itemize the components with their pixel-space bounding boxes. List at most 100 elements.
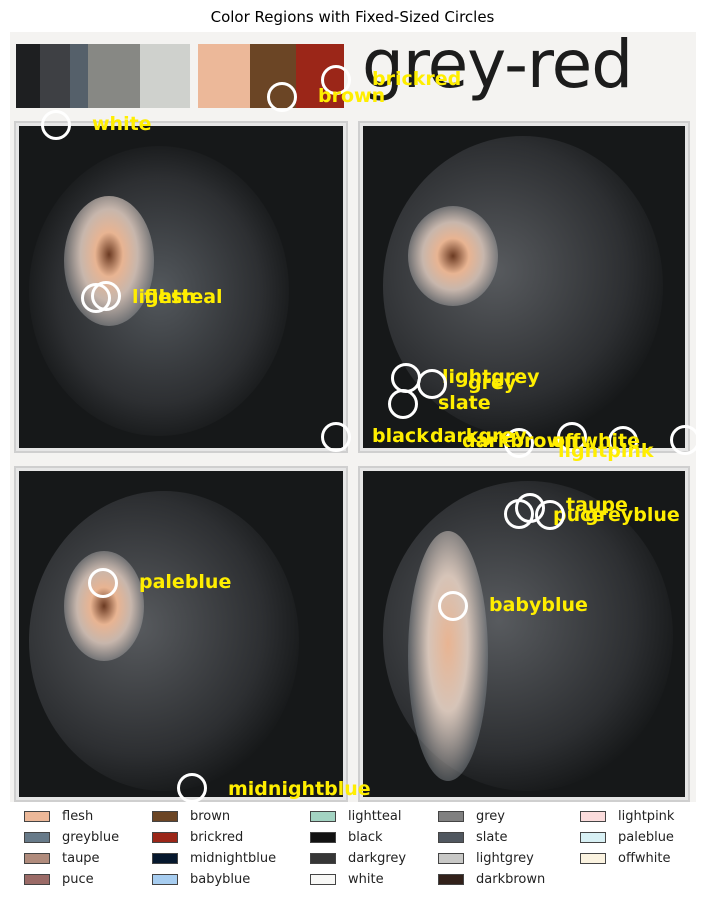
annotation-label-brickred: brickred — [372, 68, 462, 90]
legend-label: puce — [62, 871, 94, 887]
legend-swatch — [310, 873, 336, 885]
legend-item-paleblue: paleblue — [580, 827, 674, 847]
legend-swatch — [152, 810, 178, 822]
image-plot: grey-red brickred brown white lightteal fles… — [10, 32, 696, 802]
legend-swatch — [152, 852, 178, 864]
legend-item-puce: puce — [24, 869, 94, 889]
legend-swatch — [310, 810, 336, 822]
legend-item-black: black — [310, 827, 383, 847]
legend-swatch — [438, 831, 464, 843]
annotation-label-slate: slate — [438, 392, 491, 414]
legend-swatch — [580, 810, 606, 822]
legend-item-white: white — [310, 869, 384, 889]
legend-label: flesh — [62, 808, 94, 824]
legend-swatch — [438, 852, 464, 864]
figure-title: Color Regions with Fixed-Sized Circles — [210, 8, 495, 26]
legend-label: lightpink — [618, 808, 675, 824]
legend-item-darkgrey: darkgrey — [310, 848, 406, 868]
palette-swatch — [16, 44, 40, 108]
annotation-label-taupe: taupe — [566, 494, 628, 516]
annotation-label-offwhite: offwhite — [552, 430, 641, 452]
legend-label: brickred — [190, 829, 244, 845]
legend-item-offwhite: offwhite — [580, 848, 671, 868]
legend-label: grey — [476, 808, 506, 824]
annotation-circle-white — [41, 110, 71, 140]
annotation-circle-brickred — [321, 65, 351, 95]
legend-label: midnightblue — [190, 850, 277, 866]
annotation-label-brown: brown — [318, 85, 386, 107]
legend-item-babyblue: babyblue — [152, 869, 250, 889]
annotation-circle-slate — [388, 389, 418, 419]
legend-item-flesh: flesh — [24, 806, 93, 826]
legend-swatch — [24, 852, 50, 864]
legend-swatch — [580, 852, 606, 864]
heat-blob-outer — [29, 491, 299, 791]
palette-swatch — [140, 44, 190, 108]
legend-swatch — [152, 831, 178, 843]
legend-label: taupe — [62, 850, 100, 866]
palette-swatch — [88, 44, 140, 108]
annotation-label-black: black — [372, 425, 429, 447]
legend-swatch — [152, 873, 178, 885]
legend-label: darkbrown — [476, 871, 546, 887]
legend-item-taupe: taupe — [24, 848, 100, 868]
annotation-label-puce: puce — [553, 504, 605, 526]
legend-label: babyblue — [190, 871, 251, 887]
annotation-label-flesh: flesh — [144, 286, 196, 308]
annotation-circle-black — [321, 422, 351, 452]
annotation-label-grey: grey — [468, 372, 517, 394]
annotation-circle-brown — [267, 82, 297, 112]
palette-swatch — [40, 44, 70, 108]
heat-blob-core — [408, 531, 488, 781]
annotation-label-lightgrey: lightgrey — [442, 366, 540, 388]
panel-bottom-left — [16, 468, 346, 800]
annotation-label-darkbrown: darkbrown — [462, 430, 578, 452]
legend-item-grey: grey — [438, 806, 505, 826]
legend-swatch — [24, 873, 50, 885]
legend-label: lightteal — [348, 808, 402, 824]
annotation-circle-puce — [504, 499, 534, 529]
legend-label: brown — [190, 808, 231, 824]
legend-item-lightteal: lightteal — [310, 806, 402, 826]
annotation-label-darkgrey: darkgrey — [430, 425, 527, 447]
annotation-label-paleblue: paleblue — [139, 571, 232, 593]
annotation-label-lightteal: lightteal — [132, 286, 223, 308]
annotation-circle-lightpink — [670, 425, 696, 455]
legend-item-brown: brown — [152, 806, 230, 826]
legend-swatch — [580, 831, 606, 843]
legend-item-lightgrey: lightgrey — [438, 848, 534, 868]
legend-item-lightpink: lightpink — [580, 806, 674, 826]
annotation-circle-darkgrey — [504, 428, 534, 458]
legend-label: lightgrey — [476, 850, 534, 866]
legend-item-slate: slate — [438, 827, 507, 847]
legend-swatch — [438, 810, 464, 822]
annotation-label-midnightblue: midnightblue — [228, 778, 371, 800]
panel-bottom-right — [360, 468, 688, 800]
annotation-label-babyblue: babyblue — [489, 594, 588, 616]
panel-top-left — [16, 123, 346, 451]
legend-swatch — [310, 831, 336, 843]
palette-swatch — [198, 44, 250, 108]
legend-item-brickred: brickred — [152, 827, 243, 847]
palette-swatch — [70, 44, 88, 108]
annotation-circle-flesh — [81, 283, 111, 313]
legend-swatch — [24, 831, 50, 843]
legend: flesh greyblue taupe puce brown brickred midni… — [24, 806, 694, 892]
legend-swatch — [438, 873, 464, 885]
annotation-label-lightpink: lightpink — [558, 440, 654, 462]
annotation-circle-paleblue — [88, 568, 118, 598]
legend-label: black — [348, 829, 383, 845]
legend-item-midnightblue: midnightblue — [152, 848, 276, 868]
annotation-circle-offwhite — [608, 426, 638, 456]
annotation-label-greyblue: greyblue — [585, 504, 680, 526]
legend-label: slate — [476, 829, 508, 845]
annotation-circle-grey — [417, 369, 447, 399]
legend-label: paleblue — [618, 829, 674, 845]
annotation-label-white: white — [92, 113, 152, 135]
legend-label: darkgrey — [348, 850, 407, 866]
annotation-circle-darkbrown — [557, 422, 587, 452]
legend-item-greyblue: greyblue — [24, 827, 119, 847]
legend-label: offwhite — [618, 850, 671, 866]
annotation-circle-greyblue — [535, 500, 565, 530]
wordmark-text: grey-red — [362, 32, 633, 103]
